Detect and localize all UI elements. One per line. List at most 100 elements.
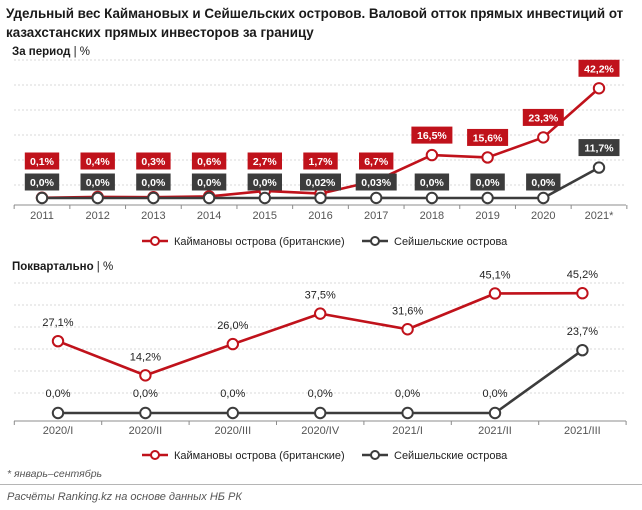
data-label: 37,5% bbox=[305, 290, 336, 302]
data-label-box bbox=[522, 108, 564, 126]
data-label: 0,0% bbox=[45, 388, 70, 400]
footnote: * январь–сентябрь bbox=[7, 468, 103, 480]
data-point bbox=[226, 406, 240, 420]
section-unit-quarterly: | % bbox=[93, 261, 114, 273]
data-point bbox=[425, 148, 439, 162]
data-point bbox=[488, 406, 502, 420]
data-label: 26,0% bbox=[217, 320, 248, 332]
data-label-box bbox=[303, 152, 338, 170]
data-label: 2,7% bbox=[253, 156, 278, 168]
data-label: 0,0% bbox=[197, 177, 222, 189]
x-tick-label: 2011 bbox=[30, 210, 54, 222]
data-label: 0,0% bbox=[220, 388, 245, 400]
legend-label: Сейшельские острова bbox=[394, 236, 508, 248]
x-tick-label: 2021/III bbox=[564, 425, 601, 437]
data-label: 0,3% bbox=[141, 156, 166, 168]
data-label-box bbox=[136, 152, 171, 170]
data-label: 6,7% bbox=[364, 156, 389, 168]
data-label-box bbox=[359, 152, 394, 170]
data-point bbox=[481, 191, 494, 205]
data-label: 0,0% bbox=[482, 388, 507, 400]
x-tick-label: 2015 bbox=[253, 210, 277, 222]
data-point bbox=[314, 191, 327, 205]
x-tick-label: 2021/II bbox=[478, 425, 512, 437]
data-label: 0,0% bbox=[86, 177, 111, 189]
data-point bbox=[139, 369, 152, 382]
data-label: 1,7% bbox=[309, 156, 334, 168]
data-label-box bbox=[578, 139, 620, 157]
legend-swatch-marker bbox=[150, 450, 160, 460]
section-unit-period: | % bbox=[70, 46, 91, 58]
x-tick-label: 2019 bbox=[475, 210, 499, 222]
data-label-box bbox=[414, 173, 450, 191]
data-label: 16,5% bbox=[417, 130, 447, 142]
data-label-box bbox=[578, 59, 620, 77]
data-point bbox=[51, 406, 65, 420]
data-label: 45,1% bbox=[479, 269, 510, 281]
data-label-box bbox=[80, 173, 115, 191]
data-label: 0,4% bbox=[86, 156, 111, 168]
legend-swatch-marker bbox=[370, 450, 380, 460]
x-tick-label: 2020/IV bbox=[301, 425, 340, 437]
data-point bbox=[147, 191, 160, 205]
data-label: 0,0% bbox=[30, 177, 55, 189]
data-label-box bbox=[300, 173, 341, 191]
x-tick-label: 2018 bbox=[420, 210, 444, 222]
section-label-quarterly: Поквартально | % bbox=[12, 261, 113, 273]
data-point bbox=[314, 406, 327, 420]
x-tick-label: 2020 bbox=[531, 210, 555, 222]
data-point bbox=[576, 287, 589, 300]
data-point bbox=[314, 307, 327, 320]
data-label: 0,0% bbox=[476, 177, 501, 189]
data-point bbox=[481, 151, 494, 164]
data-label: 0,02% bbox=[306, 177, 336, 189]
data-label-box bbox=[136, 173, 171, 191]
data-label-box bbox=[80, 152, 115, 170]
data-point bbox=[258, 191, 271, 205]
data-label: 0,1% bbox=[30, 156, 55, 168]
data-point bbox=[370, 191, 383, 205]
data-label: 0,0% bbox=[420, 177, 445, 189]
data-point bbox=[592, 161, 606, 174]
data-label-box bbox=[247, 152, 282, 170]
x-tick-label: 2012 bbox=[85, 210, 109, 222]
data-point bbox=[592, 82, 606, 95]
data-label-box bbox=[191, 173, 227, 191]
legend-label: Каймановы острова (британские) bbox=[174, 450, 345, 462]
chart-annual: 2011 2012 2013 2014 2015 2016 2017 2018 2019 2020… bbox=[13, 59, 628, 248]
x-tick-label: 2021/I bbox=[392, 425, 423, 437]
data-label: 0,0% bbox=[133, 388, 158, 400]
x-tick-label: 2016 bbox=[308, 210, 332, 222]
data-label-box bbox=[247, 173, 282, 191]
data-label: 23,7% bbox=[567, 326, 598, 338]
data-label: 42,2% bbox=[584, 63, 614, 75]
chart-title: Удельный вес Каймановых и Сейшельских ос… bbox=[6, 6, 624, 40]
x-tick-label: 2021* bbox=[585, 210, 614, 222]
source-note: Расчёты Ranking.kz на основе данных НБ Р… bbox=[7, 491, 242, 503]
data-label-box bbox=[470, 173, 505, 191]
section-label-period-text: За период bbox=[12, 46, 71, 58]
section-label-quarterly-text: Поквартально bbox=[12, 261, 94, 273]
data-label: 0,6% bbox=[197, 156, 222, 168]
data-point bbox=[139, 406, 152, 420]
data-point bbox=[202, 191, 216, 205]
data-point bbox=[51, 334, 65, 348]
data-label: 0,0% bbox=[308, 388, 333, 400]
data-point bbox=[537, 131, 550, 144]
chart-quarterly: 2020/I 2020/II 2020/III 2020/IV 2021/I 2021/I… bbox=[13, 269, 627, 462]
x-tick-label: 2020/II bbox=[129, 425, 163, 437]
x-tick-label: 2020/III bbox=[214, 425, 251, 437]
data-point bbox=[35, 191, 49, 205]
x-tick-label: 2017 bbox=[364, 210, 388, 222]
data-label: 45,2% bbox=[567, 269, 598, 281]
data-label-box bbox=[411, 126, 453, 144]
data-label: 0,0% bbox=[395, 388, 420, 400]
data-point bbox=[401, 406, 414, 420]
data-label: 0,0% bbox=[141, 177, 166, 189]
data-point bbox=[91, 191, 104, 205]
data-label: 11,7% bbox=[584, 143, 614, 155]
x-tick-label: 2014 bbox=[197, 210, 221, 222]
legend-swatch-marker bbox=[370, 236, 380, 246]
data-label: 0,0% bbox=[531, 177, 556, 189]
data-label: 14,2% bbox=[130, 351, 161, 363]
